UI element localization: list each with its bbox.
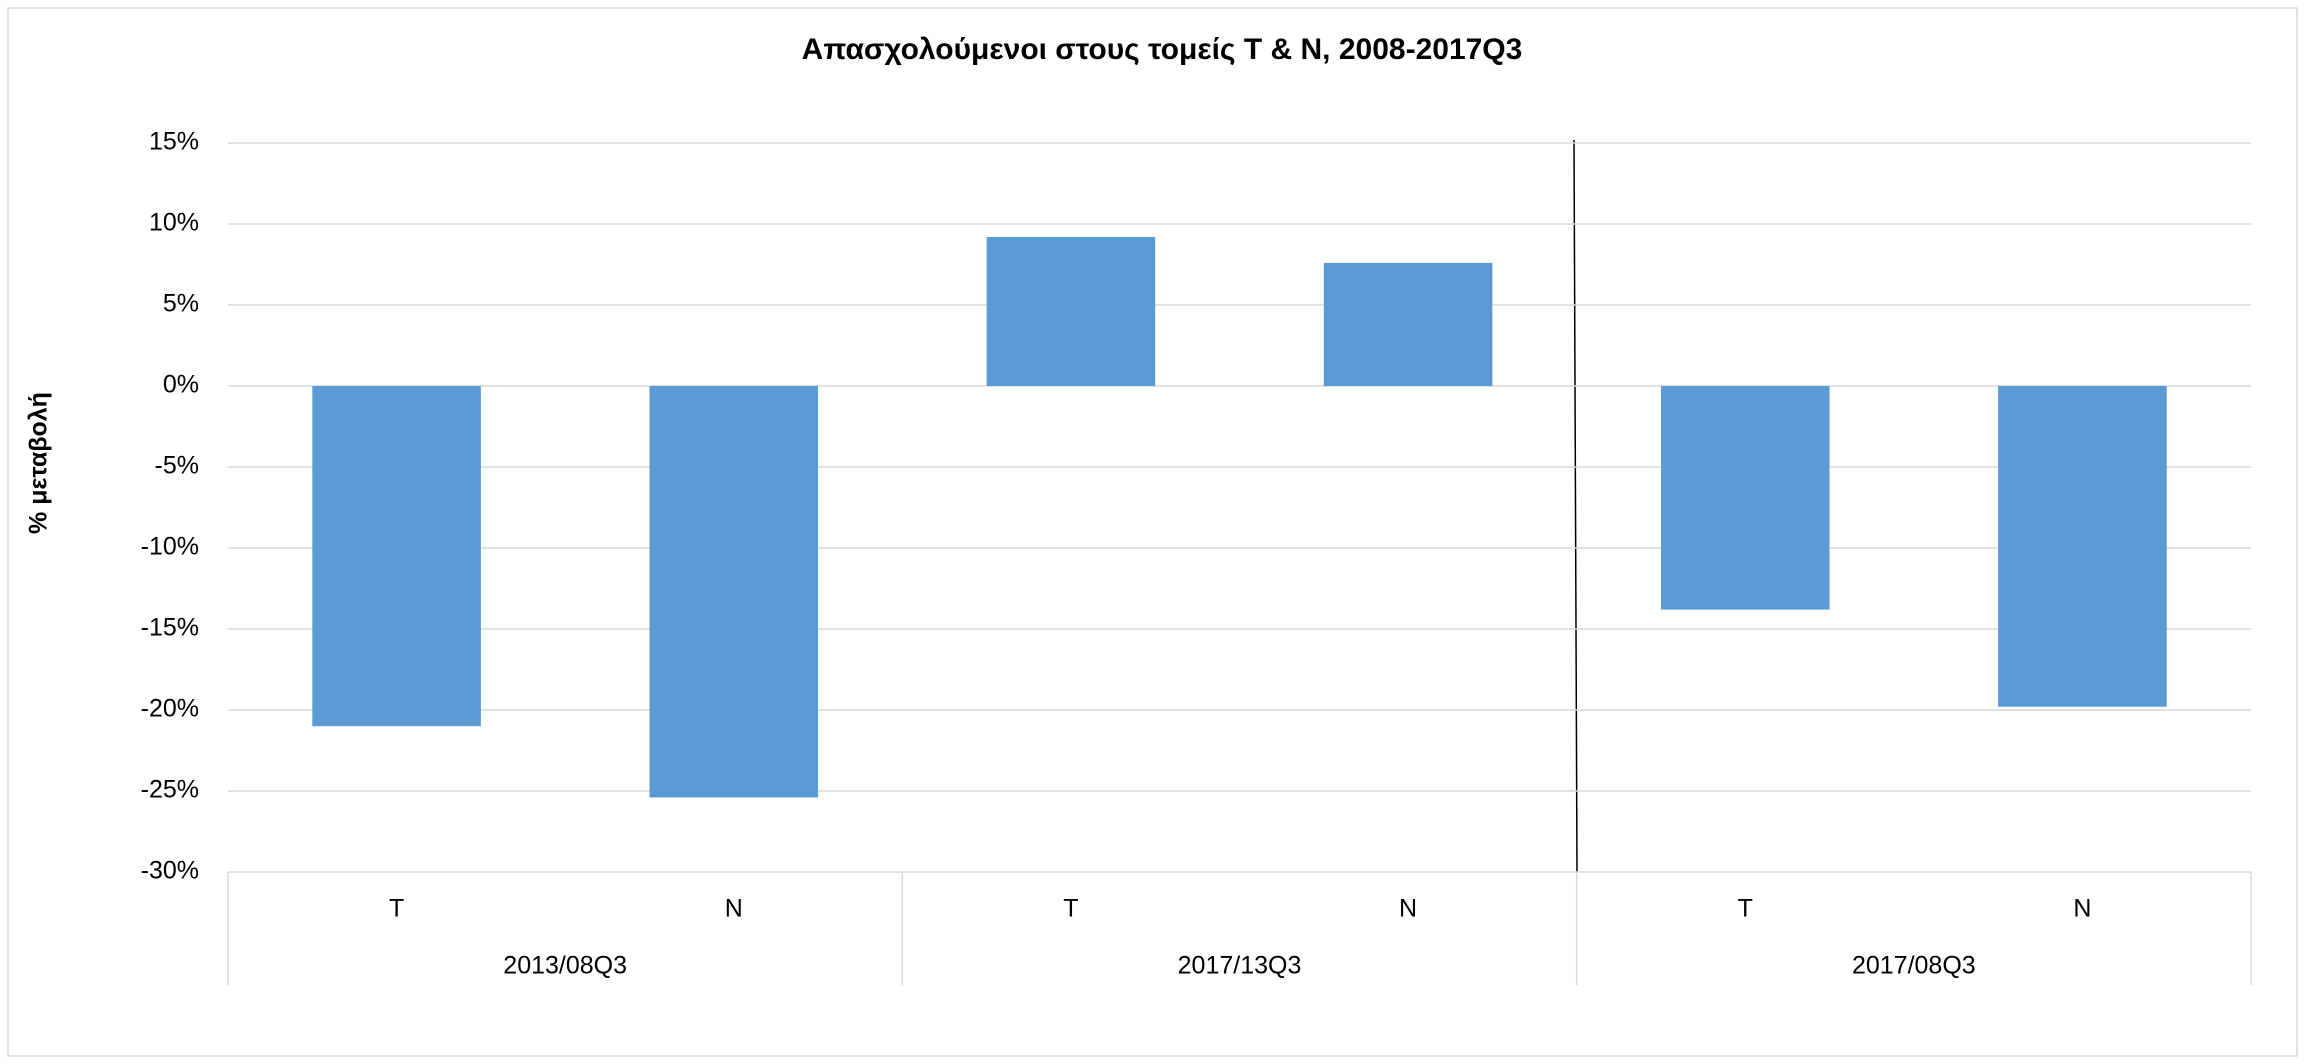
y-tick-label: -10% [141,533,199,561]
bar [312,386,481,727]
bar [1998,386,2167,707]
chart-border [7,7,2298,1057]
divider-line [1573,139,1578,873]
y-tick-label: -20% [141,695,199,723]
group-label: 2017/13Q3 [1178,952,1302,980]
y-axis-label: % μεταβολή [25,392,53,534]
y-tick-label: 5% [163,290,199,318]
group-label: 2013/08Q3 [503,952,627,980]
x-tick-label: Τ [389,895,404,923]
x-tick-label: Τ [1738,895,1753,923]
y-tick-label: -5% [155,452,199,480]
y-tick-label: 0% [163,371,199,399]
y-tick-label: -25% [141,776,199,804]
y-tick-label: 15% [149,128,199,156]
bar [1660,386,1830,610]
chart-title: Απασχολούμενοι στους τομείς Τ & Ν, 2008-… [802,33,1523,66]
x-tick-label: Ν [725,895,743,923]
y-tick-label: -15% [141,614,199,642]
x-tick-label: Ν [1399,895,1417,923]
y-tick-label: 10% [149,209,199,237]
x-tick-label: Ν [2073,895,2091,923]
bar [986,236,1156,386]
bar [649,386,819,798]
y-tick-label: -30% [141,857,199,885]
bar [1323,262,1493,386]
x-tick-label: Τ [1063,895,1078,923]
group-label: 2017/08Q3 [1852,952,1976,980]
